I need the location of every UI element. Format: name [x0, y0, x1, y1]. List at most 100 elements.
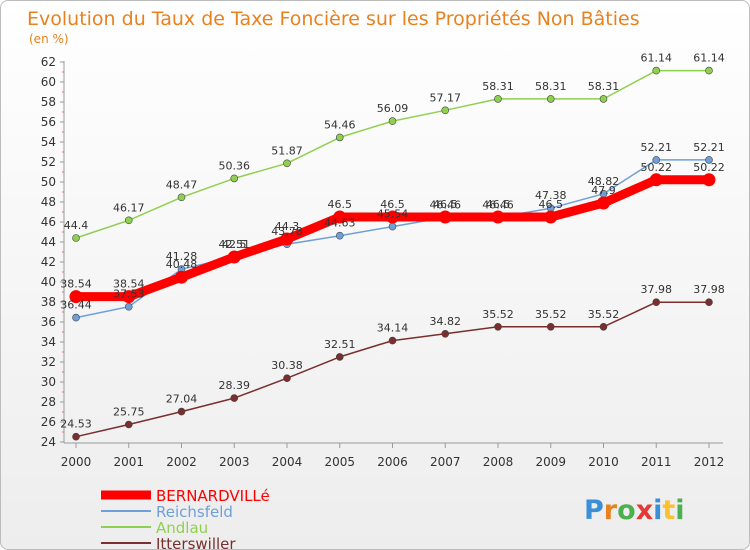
data-label: 32.51: [324, 338, 356, 351]
data-label: 37.53: [113, 288, 145, 301]
legend-label: BERNARDVILLé: [156, 487, 270, 505]
x-tick-label: 2001: [113, 455, 144, 469]
data-point: [335, 133, 344, 142]
y-tick-label: 40: [41, 275, 56, 289]
data-point: [72, 313, 80, 322]
data-label: 28.39: [219, 379, 251, 392]
y-tick-label: 26: [41, 415, 56, 429]
y-tick-label: 42: [41, 255, 56, 269]
x-tick-label: 2002: [166, 455, 197, 469]
data-label: 51.87: [271, 144, 303, 157]
data-point: [544, 210, 558, 224]
data-point: [177, 193, 186, 202]
data-label: 58.31: [535, 80, 567, 93]
data-label: 58.31: [588, 80, 620, 93]
data-label: 46.5: [539, 198, 564, 211]
data-label: 34.14: [377, 322, 409, 335]
data-label: 24.53: [60, 418, 92, 431]
data-point: [175, 270, 188, 284]
data-point: [441, 329, 450, 338]
y-tick-label: 52: [41, 155, 56, 169]
data-point: [705, 298, 713, 307]
data-point: [72, 432, 80, 441]
series-layer: [69, 66, 716, 441]
y-tick-label: 28: [41, 395, 56, 409]
x-tick-label: 2006: [377, 455, 408, 469]
data-point: [649, 173, 663, 187]
data-labels: 24.53 25.75 27.04 28.39 30.38 32.51 34.14 34.82…: [60, 52, 725, 431]
data-label: 40.48: [166, 258, 198, 271]
data-label: 36.44: [60, 299, 92, 312]
y-tick-label: 24: [41, 435, 56, 449]
data-label: 48.47: [166, 178, 198, 191]
logo-letter: o: [617, 495, 636, 526]
y-tick-label: 38: [41, 295, 56, 309]
data-label: 46.5: [380, 198, 405, 211]
y-tick-label: 30: [41, 375, 56, 389]
data-point: [388, 117, 397, 125]
y-tick-label: 50: [41, 175, 56, 189]
data-label: 48.82: [588, 175, 620, 188]
data-label: 44.63: [324, 217, 356, 230]
data-point: [705, 156, 713, 164]
data-label: 44.4: [64, 219, 89, 232]
legend-label: Itterswiller: [156, 535, 236, 549]
data-label: 50.36: [219, 159, 251, 172]
y-tick-label: 48: [41, 195, 56, 209]
data-point: [335, 231, 344, 240]
data-label: 42.5: [222, 238, 247, 251]
data-point: [652, 298, 661, 307]
data-label: 46.5: [433, 198, 458, 211]
y-tick-label: 54: [41, 135, 56, 149]
data-label: 50.22: [641, 161, 673, 174]
logo-letter: P: [584, 495, 604, 526]
data-point: [494, 322, 502, 331]
data-point: [599, 322, 608, 331]
data-point: [491, 210, 505, 224]
data-label: 56.09: [377, 102, 409, 115]
y-tick-label: 46: [41, 215, 56, 229]
x-tick-label: 2010: [588, 455, 619, 469]
x-axis: 2000 2001 2002 2003 2004 2005 2006 2007 2008 2009…: [61, 443, 725, 469]
data-label: 35.52: [482, 308, 514, 321]
logo-letter: i: [675, 495, 684, 526]
data-point: [230, 394, 239, 402]
data-label: 42.51: [219, 238, 251, 251]
data-point: [335, 353, 344, 361]
data-point: [177, 407, 186, 416]
data-point: [702, 173, 716, 187]
data-point: [386, 210, 399, 224]
data-point: [124, 420, 133, 429]
data-label: 27.04: [166, 393, 198, 406]
data-point: [72, 234, 80, 242]
y-tick-label: 56: [41, 115, 56, 129]
data-point: [122, 290, 136, 304]
data-point: [441, 106, 450, 115]
x-tick-label: 2008: [483, 455, 514, 469]
data-label: 38.54: [113, 278, 145, 291]
x-tick-label: 2009: [535, 455, 566, 469]
data-point: [333, 210, 347, 224]
x-tick-label: 2003: [219, 455, 250, 469]
data-label: 57.17: [430, 91, 462, 104]
data-label: 61.14: [641, 52, 673, 65]
data-label: 47.9: [591, 184, 616, 197]
data-label: 43.78: [271, 225, 303, 238]
data-point: [227, 250, 241, 264]
data-point: [280, 232, 294, 246]
data-label: 30.38: [271, 359, 303, 372]
data-label: 61.14: [693, 52, 725, 65]
data-label: 46.5: [328, 198, 353, 211]
x-tick-label: 2012: [694, 455, 725, 469]
logo-letter: i: [653, 495, 662, 526]
data-point: [388, 336, 397, 345]
data-point: [597, 196, 610, 210]
legend-label: Andlau: [156, 519, 208, 537]
data-label: 46.46: [482, 198, 514, 211]
data-label: 46.46: [430, 198, 462, 211]
data-point: [652, 66, 661, 75]
x-tick-label: 2000: [61, 455, 92, 469]
data-label: 37.98: [641, 283, 673, 296]
data-label: 50.22: [693, 161, 725, 174]
